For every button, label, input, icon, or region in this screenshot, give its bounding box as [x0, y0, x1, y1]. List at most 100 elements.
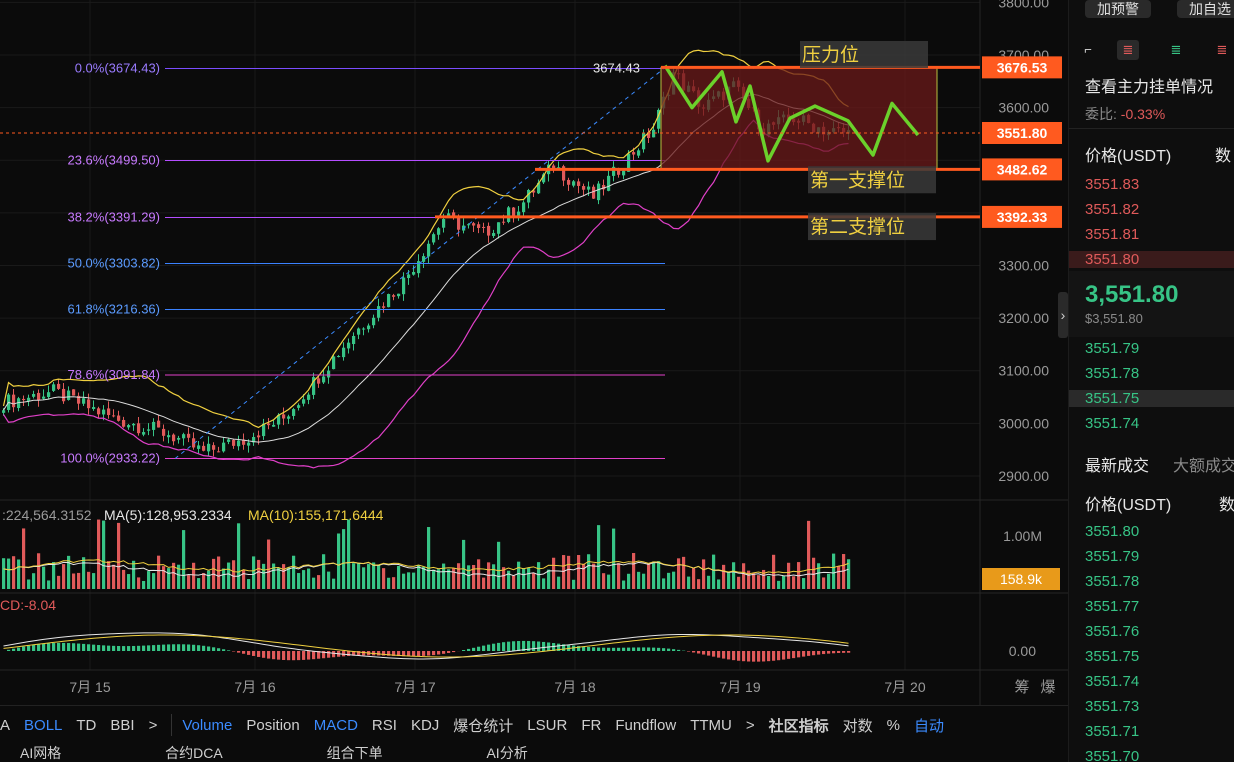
macd-bar: [92, 644, 96, 651]
macd-legend: CD:-8.04: [0, 597, 56, 613]
volume-bar: [202, 573, 206, 589]
macd-bar: [307, 651, 311, 660]
price-axis-label: 3100.00: [998, 363, 1049, 379]
price-chart[interactable]: 0.0%(3674.43) 23.6%(3499.50) 38.2%(3391.29…: [0, 0, 1068, 705]
log-scale-toggle[interactable]: 对数: [842, 717, 873, 735]
ask-row[interactable]: 3551.81: [1085, 226, 1140, 243]
trades-qty-header: 数: [1219, 497, 1234, 514]
volume-bar: [127, 574, 131, 589]
volume-bar: [567, 555, 571, 589]
volume-bar: [32, 573, 36, 589]
community-indicators[interactable]: 社区指标: [768, 717, 829, 735]
indicator-rsi[interactable]: RSI: [371, 716, 397, 734]
tab-large-trades[interactable]: 大额成交: [1173, 458, 1234, 475]
trade-row[interactable]: 3551.78: [1085, 573, 1140, 590]
indicator-ttmu[interactable]: TTMU: [690, 716, 732, 734]
auto-toggle[interactable]: 自动: [913, 717, 944, 735]
volume-tag: 158.9k: [1000, 571, 1043, 587]
indicator-kdj[interactable]: KDJ: [410, 716, 440, 734]
volume-bar: [102, 520, 106, 589]
chevron-right-icon[interactable]: >: [745, 716, 755, 734]
bid-row[interactable]: 3551.79: [1085, 340, 1140, 357]
indicator-volume[interactable]: Volume: [182, 716, 233, 734]
tab-combo-order[interactable]: 组合下单: [326, 745, 383, 761]
tab-ai-grid[interactable]: AI网格: [20, 745, 62, 761]
candle-body: [122, 419, 126, 427]
volume-bar: [357, 562, 361, 589]
macd-dif-line: [3, 632, 849, 660]
trade-row[interactable]: 3551.73: [1085, 698, 1140, 715]
candle-body: [442, 219, 446, 228]
fib-label: 50.0%(3303.82): [67, 255, 160, 270]
candle-body: [197, 445, 201, 449]
trade-row[interactable]: 3551.80: [1085, 523, 1140, 540]
candle-body: [282, 414, 286, 419]
volume-bar: [642, 573, 646, 589]
trade-row[interactable]: 3551.76: [1085, 623, 1140, 640]
volume-bar: [817, 563, 821, 589]
bid-row[interactable]: 3551.75: [1069, 390, 1234, 407]
indicator-bbi[interactable]: BBI: [110, 716, 135, 734]
indicator-td[interactable]: TD: [76, 716, 97, 734]
trade-row[interactable]: 3551.79: [1085, 548, 1140, 565]
macd-bar: [782, 651, 786, 660]
layout-icon[interactable]: ⌐: [1084, 42, 1092, 57]
tab-latest-trades[interactable]: 最新成交: [1085, 458, 1150, 475]
volume-bar: [562, 555, 566, 589]
orderbook-title[interactable]: 查看主力挂单情况: [1085, 79, 1214, 96]
candle-body: [647, 132, 651, 139]
volume-bar: [147, 571, 151, 589]
trade-row[interactable]: 3551.70: [1085, 748, 1140, 762]
ask-row[interactable]: 3551.80: [1069, 251, 1234, 268]
volume-bar: [72, 573, 76, 589]
candle-body: [67, 390, 71, 400]
orderbook-bids-icon[interactable]: ≣: [1170, 42, 1182, 57]
volume-bar: [407, 572, 411, 589]
volume-bar: [207, 570, 211, 589]
macd-bar: [622, 647, 626, 651]
indicator-boll[interactable]: BOLL: [24, 716, 63, 734]
macd-bar: [262, 651, 266, 658]
bid-row[interactable]: 3551.74: [1085, 415, 1140, 432]
indicator-liquidation[interactable]: 爆仓统计: [453, 717, 514, 735]
orderbook-asks-icon[interactable]: ≣: [1216, 42, 1228, 57]
macd-bar: [102, 645, 106, 651]
volume-bar: [422, 566, 426, 589]
candle-body: [52, 384, 56, 391]
orderbook-both-icon[interactable]: ≣: [1117, 40, 1139, 60]
trade-row[interactable]: 3551.77: [1085, 598, 1140, 615]
add-watchlist-button[interactable]: 加自选: [1177, 0, 1234, 18]
tab-contract-dca[interactable]: 合约DCA: [165, 745, 223, 761]
indicator-lsur[interactable]: LSUR: [527, 716, 568, 734]
macd-bar: [47, 643, 51, 651]
volume-bar: [752, 573, 756, 589]
indicator-a[interactable]: A: [0, 716, 11, 734]
bid-row[interactable]: 3551.78: [1085, 365, 1140, 382]
indicator-macd[interactable]: MACD: [313, 716, 358, 734]
tab-ai-analysis[interactable]: AI分析: [486, 745, 528, 761]
ask-row[interactable]: 3551.83: [1085, 176, 1140, 193]
volume-bar: [832, 553, 836, 589]
volume-bar: [812, 557, 816, 589]
trade-row[interactable]: 3551.75: [1085, 648, 1140, 665]
chevron-right-icon[interactable]: >: [148, 716, 158, 734]
volume-bar: [382, 568, 386, 589]
percent-toggle[interactable]: %: [886, 716, 900, 734]
trade-row[interactable]: 3551.74: [1085, 673, 1140, 690]
trade-row[interactable]: 3551.71: [1085, 723, 1140, 740]
indicator-fr[interactable]: FR: [581, 716, 602, 734]
add-alert-button[interactable]: 加预警: [1085, 0, 1151, 18]
macd-bar: [247, 651, 251, 655]
ask-row[interactable]: 3551.82: [1085, 201, 1140, 218]
volume-bar: [327, 571, 331, 589]
candle-body: [367, 325, 371, 330]
volume-bar: [42, 566, 46, 589]
macd-bar: [822, 651, 826, 655]
macd-bar: [67, 643, 71, 651]
indicator-position[interactable]: Position: [246, 716, 300, 734]
macd-bar: [807, 651, 811, 656]
candle-body: [202, 445, 206, 451]
candle-body: [627, 153, 631, 172]
indicator-fundflow[interactable]: Fundflow: [615, 716, 677, 734]
macd-bar: [357, 651, 361, 656]
